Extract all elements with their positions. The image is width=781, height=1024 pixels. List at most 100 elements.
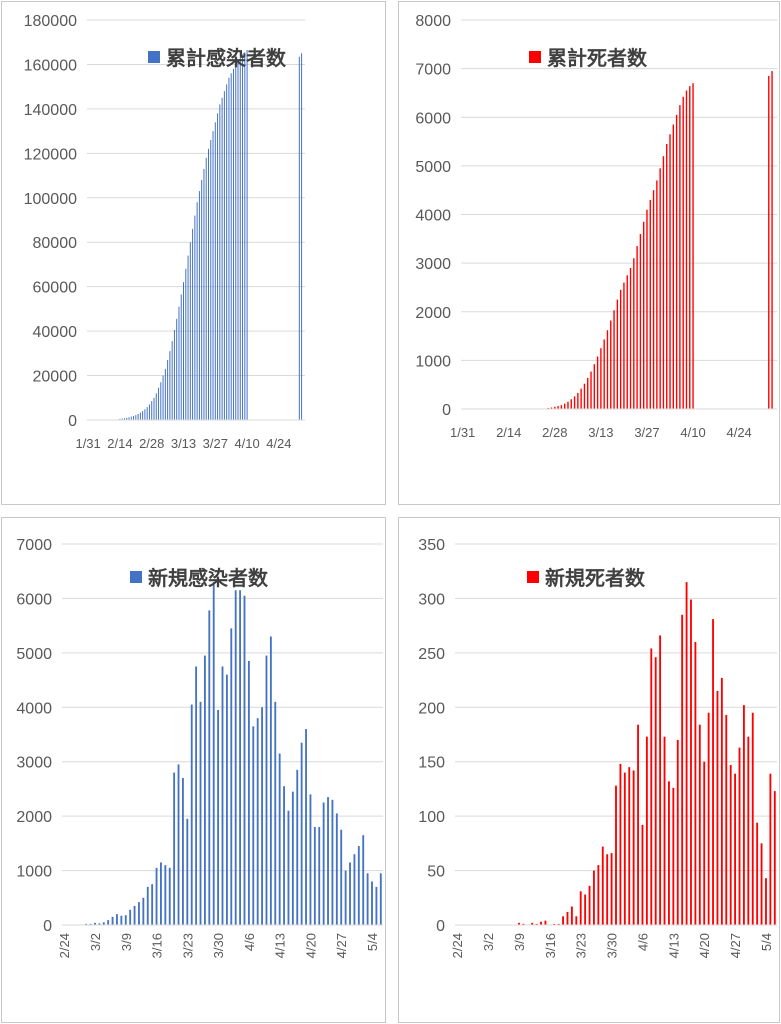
x-tick-label: 2/24 xyxy=(450,933,465,958)
x-tick-label: 4/10 xyxy=(680,425,705,440)
bar xyxy=(300,742,303,925)
bar xyxy=(593,364,596,409)
bar xyxy=(628,767,631,925)
y-tick-label: 4000 xyxy=(16,700,52,717)
bar xyxy=(196,202,198,420)
bar xyxy=(682,96,684,409)
bar xyxy=(716,690,719,925)
bar xyxy=(221,666,224,925)
bar xyxy=(642,221,645,409)
bar xyxy=(164,865,167,925)
bar xyxy=(190,704,193,925)
bar xyxy=(173,772,176,925)
x-tick-label: 3/2 xyxy=(481,933,496,951)
y-tick-label: 3000 xyxy=(415,256,451,273)
bar xyxy=(646,209,648,409)
bar xyxy=(153,397,155,420)
bar xyxy=(283,786,285,925)
y-tick-label: 6000 xyxy=(415,110,451,127)
bar xyxy=(331,799,334,925)
x-tick-label: 3/13 xyxy=(588,425,613,440)
bar xyxy=(690,599,692,925)
bar xyxy=(562,916,564,925)
x-tick-label: 4/10 xyxy=(234,436,259,451)
bar xyxy=(148,404,150,420)
bar xyxy=(274,701,277,925)
y-tick-label: 7000 xyxy=(16,537,52,554)
bar xyxy=(124,915,127,925)
y-tick-label: 60000 xyxy=(33,280,78,297)
bar xyxy=(180,294,182,420)
y-tick-label: 140000 xyxy=(24,102,77,119)
bar xyxy=(619,289,622,409)
bar xyxy=(244,52,246,420)
bar xyxy=(672,124,675,409)
bar xyxy=(234,590,237,925)
chart-title-text: 累計感染者数 xyxy=(166,46,286,70)
x-tick-label: 5/4 xyxy=(759,933,774,951)
y-tick-label: 1000 xyxy=(16,864,52,881)
bar xyxy=(694,641,697,925)
bar xyxy=(162,375,164,420)
bar xyxy=(577,392,579,409)
bar xyxy=(119,418,121,420)
bar xyxy=(217,710,220,925)
bar xyxy=(357,846,360,925)
bar xyxy=(362,835,365,925)
bar xyxy=(158,387,160,420)
chart-panel-cumulative-deaths: 0 1000 2000 3000 4000 5000 6000 7000 8000 1/31 2/1… xyxy=(398,1,780,505)
bar xyxy=(656,180,658,409)
bar xyxy=(151,884,154,925)
bar xyxy=(616,299,619,409)
y-tick-label: 8000 xyxy=(415,13,451,30)
bar xyxy=(734,773,737,925)
bar xyxy=(371,881,373,925)
bar xyxy=(322,802,325,925)
bar xyxy=(340,829,343,925)
chart-svg-cumulative-deaths: 0 1000 2000 3000 4000 5000 6000 7000 8000 1/31 2/1… xyxy=(415,13,777,440)
x-tick-label: 2/14 xyxy=(107,436,132,451)
bar xyxy=(597,865,600,925)
bar xyxy=(771,71,773,410)
chart-title-cumulative-deaths: 累計死者数 xyxy=(529,42,647,71)
y-tick-label: 160000 xyxy=(24,57,77,74)
bar xyxy=(692,83,694,410)
x-tick-label: 4/24 xyxy=(266,436,291,451)
chart-title-new-deaths: 新規死者数 xyxy=(527,562,645,591)
bar xyxy=(223,91,225,420)
chart-panel-new-cases: 0 1000 2000 3000 4000 5000 6000 7000 2/24 3/2 3/9 3… xyxy=(1,517,386,1023)
bar xyxy=(729,764,732,925)
bar xyxy=(313,827,316,925)
bar xyxy=(239,590,242,925)
bar xyxy=(85,923,88,925)
bar xyxy=(335,813,338,925)
legend-swatch-cumulative-cases xyxy=(148,50,160,63)
bar xyxy=(305,729,307,925)
bar xyxy=(208,610,211,925)
bar xyxy=(171,341,173,420)
y-tick-label: 150 xyxy=(418,755,445,772)
bar xyxy=(659,168,661,409)
bar xyxy=(195,666,198,925)
chart-title-new-cases: 新規感染者数 xyxy=(130,562,268,591)
bar xyxy=(228,77,230,421)
bar xyxy=(226,84,228,420)
bar xyxy=(187,255,189,420)
chart-title-text: 累計死者数 xyxy=(547,46,647,70)
bar xyxy=(685,90,688,409)
bar xyxy=(518,922,520,925)
y-tick-label: 100000 xyxy=(24,191,77,208)
bar xyxy=(230,628,233,925)
y-tick-label: 7000 xyxy=(415,62,451,79)
legend-swatch-new-deaths xyxy=(527,570,539,583)
bar xyxy=(219,104,221,420)
bar xyxy=(751,712,754,925)
bar xyxy=(639,233,642,409)
x-tick-label: 3/16 xyxy=(150,933,165,958)
bar xyxy=(146,407,148,420)
bar xyxy=(579,891,582,925)
bar xyxy=(698,724,701,925)
bar xyxy=(554,406,556,409)
y-tick-label: 120000 xyxy=(24,146,77,163)
x-tick-label: 4/6 xyxy=(242,933,257,951)
